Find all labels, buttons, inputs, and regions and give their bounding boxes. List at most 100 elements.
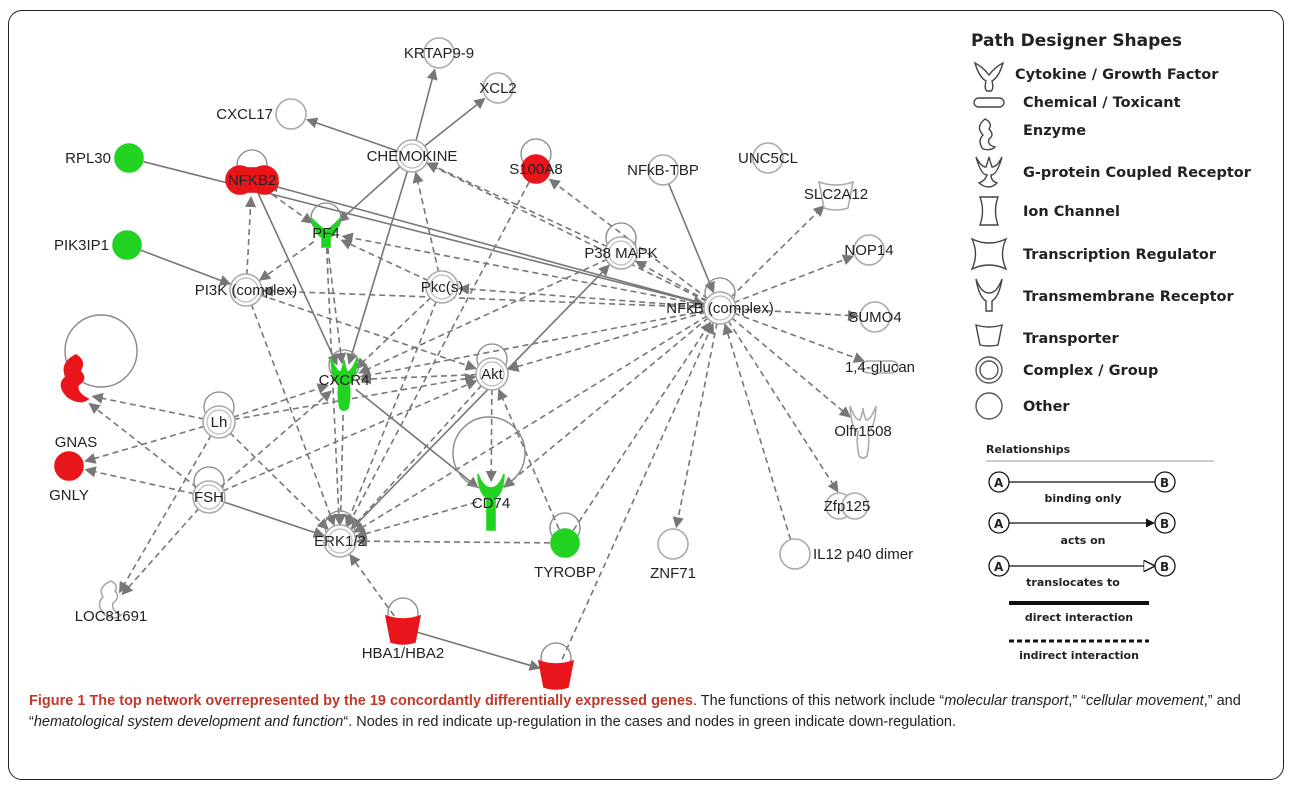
node-b-circle xyxy=(1154,555,1176,577)
other-icon xyxy=(975,392,1003,420)
edge-NFkB-Akt xyxy=(507,311,706,372)
chemical-icon xyxy=(973,97,1005,108)
node-shape xyxy=(112,230,142,260)
complex-group-icon-inner xyxy=(979,360,999,380)
legend-label: Other xyxy=(1023,399,1070,415)
node-label: PF4 xyxy=(312,225,340,242)
node-Pkc: Pkc(s) xyxy=(421,270,463,304)
node-shape xyxy=(275,98,307,130)
legend-label: Transporter xyxy=(1023,331,1119,347)
node-14glucan: 1,4-glucan xyxy=(845,359,915,376)
node-label: Akt xyxy=(481,366,504,383)
legend-item-ion-channel: Ion Channel xyxy=(979,196,1120,226)
node-label: TYROBP xyxy=(534,564,596,581)
enzyme-icon xyxy=(978,118,997,151)
edge-NFkB-CD74 xyxy=(503,316,709,488)
legend-item-gpcr: G-protein Coupled Receptor xyxy=(975,156,1252,188)
ion-channel-icon xyxy=(979,196,999,226)
edge-Lh-Akt xyxy=(233,373,477,421)
node-label: IL12 p40 dimer xyxy=(813,546,913,563)
node-shape xyxy=(239,167,265,193)
caption-text: “. Nodes in red indicate up-regulation i… xyxy=(343,714,956,730)
caption-text: ,” and “ xyxy=(29,693,1241,730)
legend-label: Transcription Regulator xyxy=(1023,247,1217,263)
edge-CXCR4-ERK12 xyxy=(335,394,347,526)
translocates-label: translocates to xyxy=(1026,576,1120,589)
edge-FSH-ERK12 xyxy=(222,501,325,538)
node-GNLY: GNLY xyxy=(49,451,89,504)
node-label: NOP14 xyxy=(844,242,893,259)
node-shape xyxy=(60,354,90,403)
node-a-label: A xyxy=(994,476,1004,490)
node-label: P38 MAPK xyxy=(584,245,657,262)
node-label: SLC2A12 xyxy=(804,186,868,203)
node-Olfr1508: Olfr1508 xyxy=(834,405,892,459)
node-shape xyxy=(54,451,84,481)
node-label: Zfp125 xyxy=(824,498,871,515)
legend-item-cytokine: Cytokine / Growth Factor xyxy=(973,61,1219,92)
node-label: HBB xyxy=(541,688,572,691)
node-label: NFKB2 xyxy=(228,172,276,189)
node-b-label: B xyxy=(1160,560,1169,574)
legend-item-other: Other xyxy=(975,392,1070,420)
node-b-circle xyxy=(1154,512,1176,534)
edge-CHEMOKINE-CXCL17 xyxy=(306,117,399,152)
edge-P38MAPK-CXCR4 xyxy=(358,258,608,374)
node-label: CXCL17 xyxy=(216,106,273,123)
node-b-label: B xyxy=(1160,517,1169,531)
node-HBB: HBB xyxy=(537,659,575,691)
node-shape xyxy=(395,139,429,173)
self-loops-layer xyxy=(64,138,736,674)
node-label: PIK3IP1 xyxy=(54,237,109,254)
transporter-icon xyxy=(975,323,1003,347)
node-label: CXCR4 xyxy=(319,372,370,389)
caption-text: . The functions of this network include … xyxy=(692,693,945,709)
edge-FSH-CXCR4 xyxy=(219,390,332,488)
node-label: ERK1/2 xyxy=(314,533,366,550)
node-ZNF71: ZNF71 xyxy=(650,528,696,582)
legend-rel-translocates: A B translocates to xyxy=(988,555,1176,589)
node-shape-inner xyxy=(479,361,505,387)
indirect-interaction-label: indirect interaction xyxy=(1019,649,1139,662)
node-HBA1: HBA1/HBA2 xyxy=(362,614,444,662)
node-FSH: FSH xyxy=(192,480,226,514)
node-label: ZNF71 xyxy=(650,565,696,582)
node-shape xyxy=(330,357,358,411)
node-label: LOC81691 xyxy=(75,608,148,625)
node-label: Olfr1508 xyxy=(834,423,892,440)
edge-NFkB-Pkc xyxy=(457,283,706,308)
node-CXCL17: CXCL17 xyxy=(216,98,307,130)
node-KRTAP9-9: KRTAP9-9 xyxy=(404,37,474,69)
node-shape xyxy=(550,528,580,558)
legend-label: Enzyme xyxy=(1023,123,1086,139)
edge-Akt-CD74 xyxy=(485,388,497,483)
edge-Pkc-CXCR4 xyxy=(355,296,432,370)
edge-P38MAPK-CHEMOKINE xyxy=(426,162,608,248)
node-label: KRTAP9-9 xyxy=(404,45,474,62)
edge-TYROBP-Akt xyxy=(497,388,560,530)
node-shape xyxy=(752,142,784,174)
acts-on-label: acts on xyxy=(1061,534,1106,547)
node-shape xyxy=(475,357,509,391)
node-NOP14: NOP14 xyxy=(844,234,894,266)
relationships-title: Relationships xyxy=(986,443,1071,456)
edge-NFkB-PF4 xyxy=(341,232,706,306)
node-LOC81691: LOC81691 xyxy=(75,580,148,625)
edge-PF4-CXCR4 xyxy=(327,247,347,365)
edge-NFkB-Olfr1508 xyxy=(730,317,851,418)
node-shape xyxy=(192,480,226,514)
self-loop-CD74 xyxy=(452,416,526,490)
legend-label: Ion Channel xyxy=(1023,204,1120,220)
node-XCL2: XCL2 xyxy=(479,72,517,104)
edge-Lh-CXCR4 xyxy=(232,383,329,418)
edge-NFkB-SUMO4 xyxy=(734,308,860,322)
edge-NFkB-P38MAPK xyxy=(634,260,708,302)
direct-interaction-label: direct interaction xyxy=(1025,611,1133,624)
node-label: 1,4-glucan xyxy=(845,359,915,376)
edge-NFkB-PI3K xyxy=(261,285,706,309)
node-PF4: PF4 xyxy=(310,216,342,248)
edge-Pkc-ERK12 xyxy=(344,300,438,527)
node-label: PI3K (complex) xyxy=(195,282,298,299)
edge-CHEMOKINE-PF4 xyxy=(337,165,402,223)
caption-term: molecular transport xyxy=(944,693,1069,709)
